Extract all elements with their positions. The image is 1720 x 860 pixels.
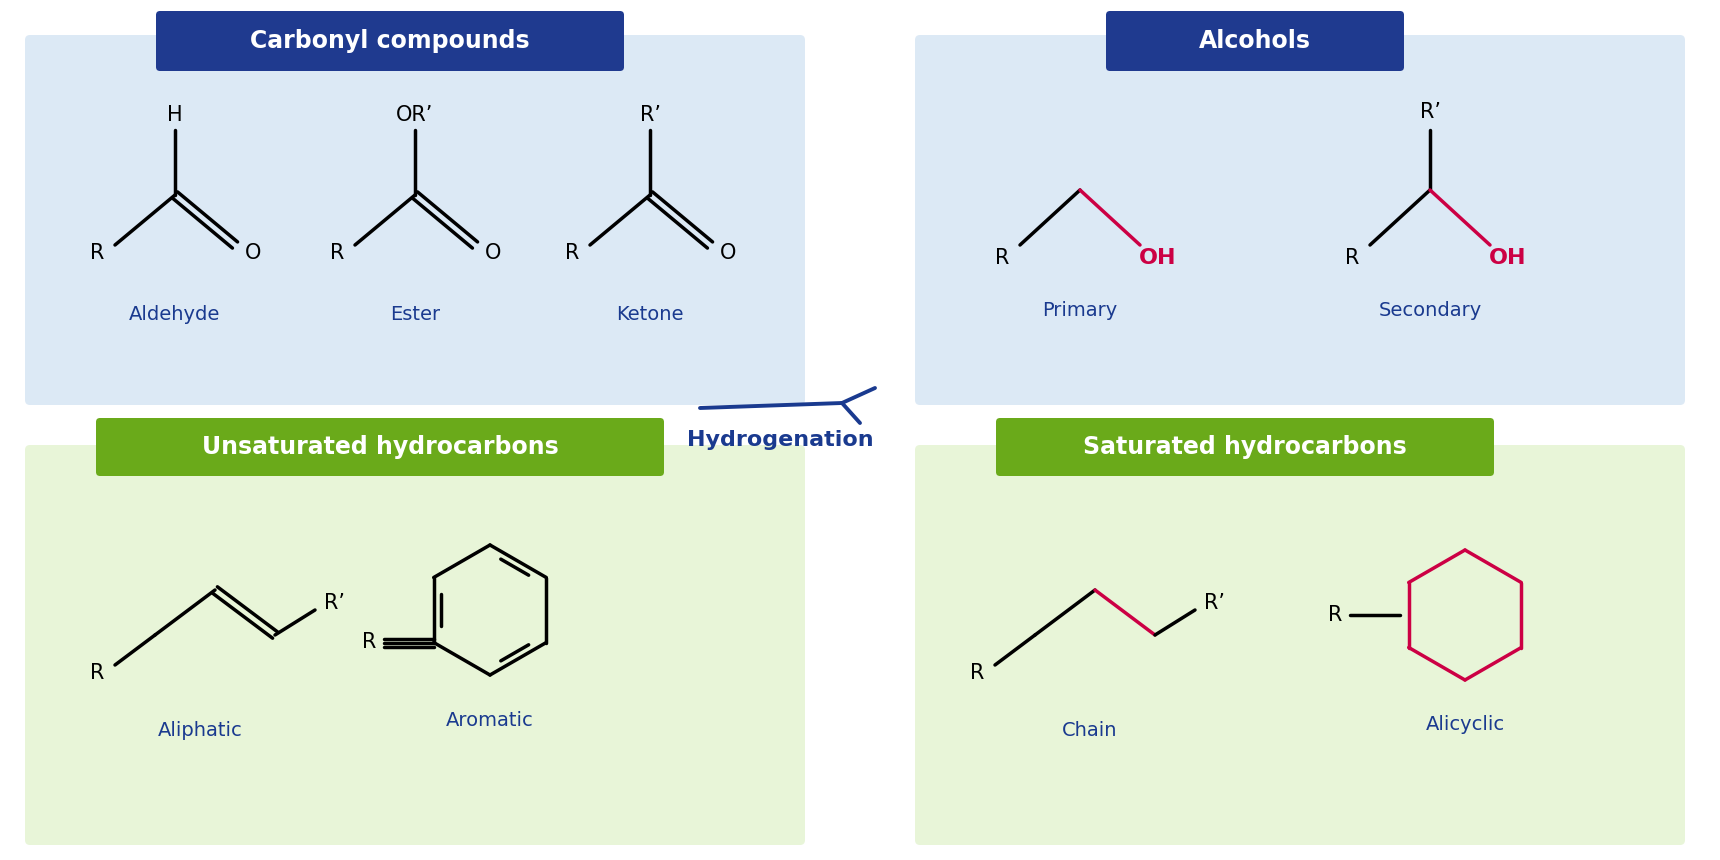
Text: Secondary: Secondary bbox=[1378, 300, 1481, 320]
Text: R: R bbox=[1345, 248, 1359, 268]
Text: Chain: Chain bbox=[1063, 721, 1118, 740]
Text: OH: OH bbox=[1139, 248, 1176, 268]
FancyBboxPatch shape bbox=[1106, 11, 1404, 71]
Text: R’: R’ bbox=[1204, 593, 1225, 613]
Text: Alicyclic: Alicyclic bbox=[1426, 716, 1505, 734]
Text: Aromatic: Aromatic bbox=[445, 710, 533, 729]
Text: Aldehyde: Aldehyde bbox=[129, 305, 220, 324]
Text: R: R bbox=[1328, 605, 1342, 625]
Text: OR’: OR’ bbox=[396, 105, 433, 125]
Text: O: O bbox=[485, 243, 501, 263]
FancyBboxPatch shape bbox=[96, 418, 664, 476]
Text: R’: R’ bbox=[1419, 102, 1441, 122]
FancyBboxPatch shape bbox=[26, 445, 805, 845]
Text: R: R bbox=[970, 663, 984, 683]
FancyBboxPatch shape bbox=[996, 418, 1495, 476]
Text: Ester: Ester bbox=[390, 305, 440, 324]
Text: Primary: Primary bbox=[1042, 300, 1118, 320]
Text: O: O bbox=[244, 243, 261, 263]
FancyBboxPatch shape bbox=[157, 11, 624, 71]
Text: Hydrogenation: Hydrogenation bbox=[686, 430, 874, 450]
FancyBboxPatch shape bbox=[915, 35, 1686, 405]
Text: R: R bbox=[361, 632, 377, 653]
Text: Saturated hydrocarbons: Saturated hydrocarbons bbox=[1084, 435, 1407, 459]
Text: R: R bbox=[994, 248, 1010, 268]
Text: H: H bbox=[167, 105, 182, 125]
Text: O: O bbox=[719, 243, 736, 263]
Text: R’: R’ bbox=[325, 593, 346, 613]
Text: Carbonyl compounds: Carbonyl compounds bbox=[249, 29, 530, 53]
Text: R’: R’ bbox=[640, 105, 660, 125]
Text: Aliphatic: Aliphatic bbox=[158, 721, 243, 740]
Text: OH: OH bbox=[1490, 248, 1527, 268]
Text: R: R bbox=[564, 243, 580, 263]
Text: R: R bbox=[89, 663, 105, 683]
Text: Alcohols: Alcohols bbox=[1199, 29, 1311, 53]
Text: R: R bbox=[330, 243, 344, 263]
Text: Ketone: Ketone bbox=[616, 305, 685, 324]
Text: Unsaturated hydrocarbons: Unsaturated hydrocarbons bbox=[201, 435, 559, 459]
FancyBboxPatch shape bbox=[26, 35, 805, 405]
Text: R: R bbox=[89, 243, 105, 263]
FancyBboxPatch shape bbox=[915, 445, 1686, 845]
